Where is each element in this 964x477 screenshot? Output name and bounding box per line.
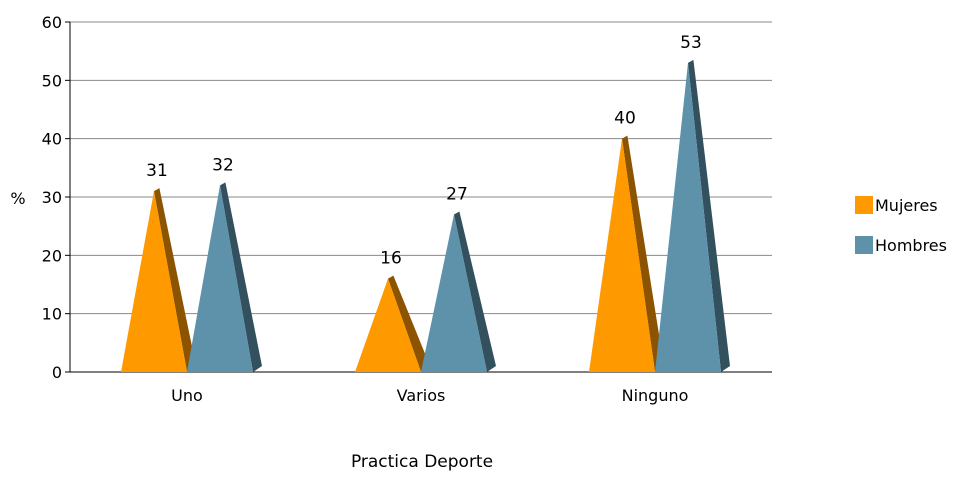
y-tick-label: 50 bbox=[42, 71, 62, 90]
bar-hombres-uno bbox=[187, 182, 262, 372]
labels: 0 10 20 30 40 50 60 Uno 31 32 Varios 16 27 Ninguno 40 5… bbox=[42, 13, 702, 405]
legend-label-hombres: Hombres bbox=[875, 235, 947, 255]
bar-hombres-ninguno bbox=[655, 59, 730, 372]
data-label-hombres-varios: 27 bbox=[446, 185, 468, 205]
bar-hombres-varios-side bbox=[454, 211, 496, 372]
y-tick-label: 60 bbox=[42, 13, 62, 32]
data-label-mujeres-uno: 31 bbox=[146, 161, 168, 181]
y-axis-title: % bbox=[10, 189, 25, 208]
y-tick-label: 40 bbox=[42, 130, 62, 149]
bar-mujeres-uno-side bbox=[154, 188, 196, 372]
bar-mujeres-uno bbox=[121, 188, 196, 372]
x-tick-label: Uno bbox=[171, 386, 203, 405]
bar-hombres-uno-side bbox=[220, 182, 262, 372]
x-tick-label: Varios bbox=[397, 386, 446, 405]
bar-mujeres-ninguno-side bbox=[622, 135, 664, 372]
legend: Mujeres Hombres bbox=[855, 196, 947, 276]
bar-hombres-ninguno-front bbox=[655, 62, 721, 372]
legend-label-mujeres: Mujeres bbox=[875, 195, 938, 215]
bar-hombres-varios-front bbox=[421, 214, 487, 372]
bar-mujeres-uno-front bbox=[121, 191, 187, 372]
data-label-mujeres-ninguno: 40 bbox=[614, 109, 636, 129]
bar-hombres-ninguno-side bbox=[688, 59, 730, 372]
data-label-mujeres-varios: 16 bbox=[380, 249, 402, 269]
y-tick-label: 20 bbox=[42, 246, 62, 265]
x-tick-label: Ninguno bbox=[622, 386, 689, 405]
data-label-hombres-uno: 32 bbox=[212, 155, 234, 175]
bar-mujeres-varios bbox=[355, 275, 430, 372]
legend-swatch-hombres bbox=[855, 236, 873, 254]
y-tick-label: 0 bbox=[52, 363, 62, 382]
bar-mujeres-ninguno bbox=[589, 135, 664, 372]
legend-item-hombres: Hombres bbox=[855, 235, 947, 255]
bars bbox=[121, 59, 730, 372]
y-tick-label: 30 bbox=[42, 188, 62, 207]
bar-mujeres-varios-front bbox=[355, 278, 421, 372]
bar-mujeres-varios-side bbox=[388, 275, 430, 372]
data-label-hombres-ninguno: 53 bbox=[680, 33, 702, 53]
bar-hombres-varios bbox=[421, 211, 496, 372]
bar-hombres-uno-front bbox=[187, 185, 253, 372]
legend-swatch-mujeres bbox=[855, 196, 873, 214]
legend-item-mujeres: Mujeres bbox=[855, 195, 947, 215]
bar-mujeres-ninguno-front bbox=[589, 138, 655, 372]
y-tick-label: 10 bbox=[42, 305, 62, 324]
x-axis-title: Practica Deporte bbox=[351, 452, 493, 472]
